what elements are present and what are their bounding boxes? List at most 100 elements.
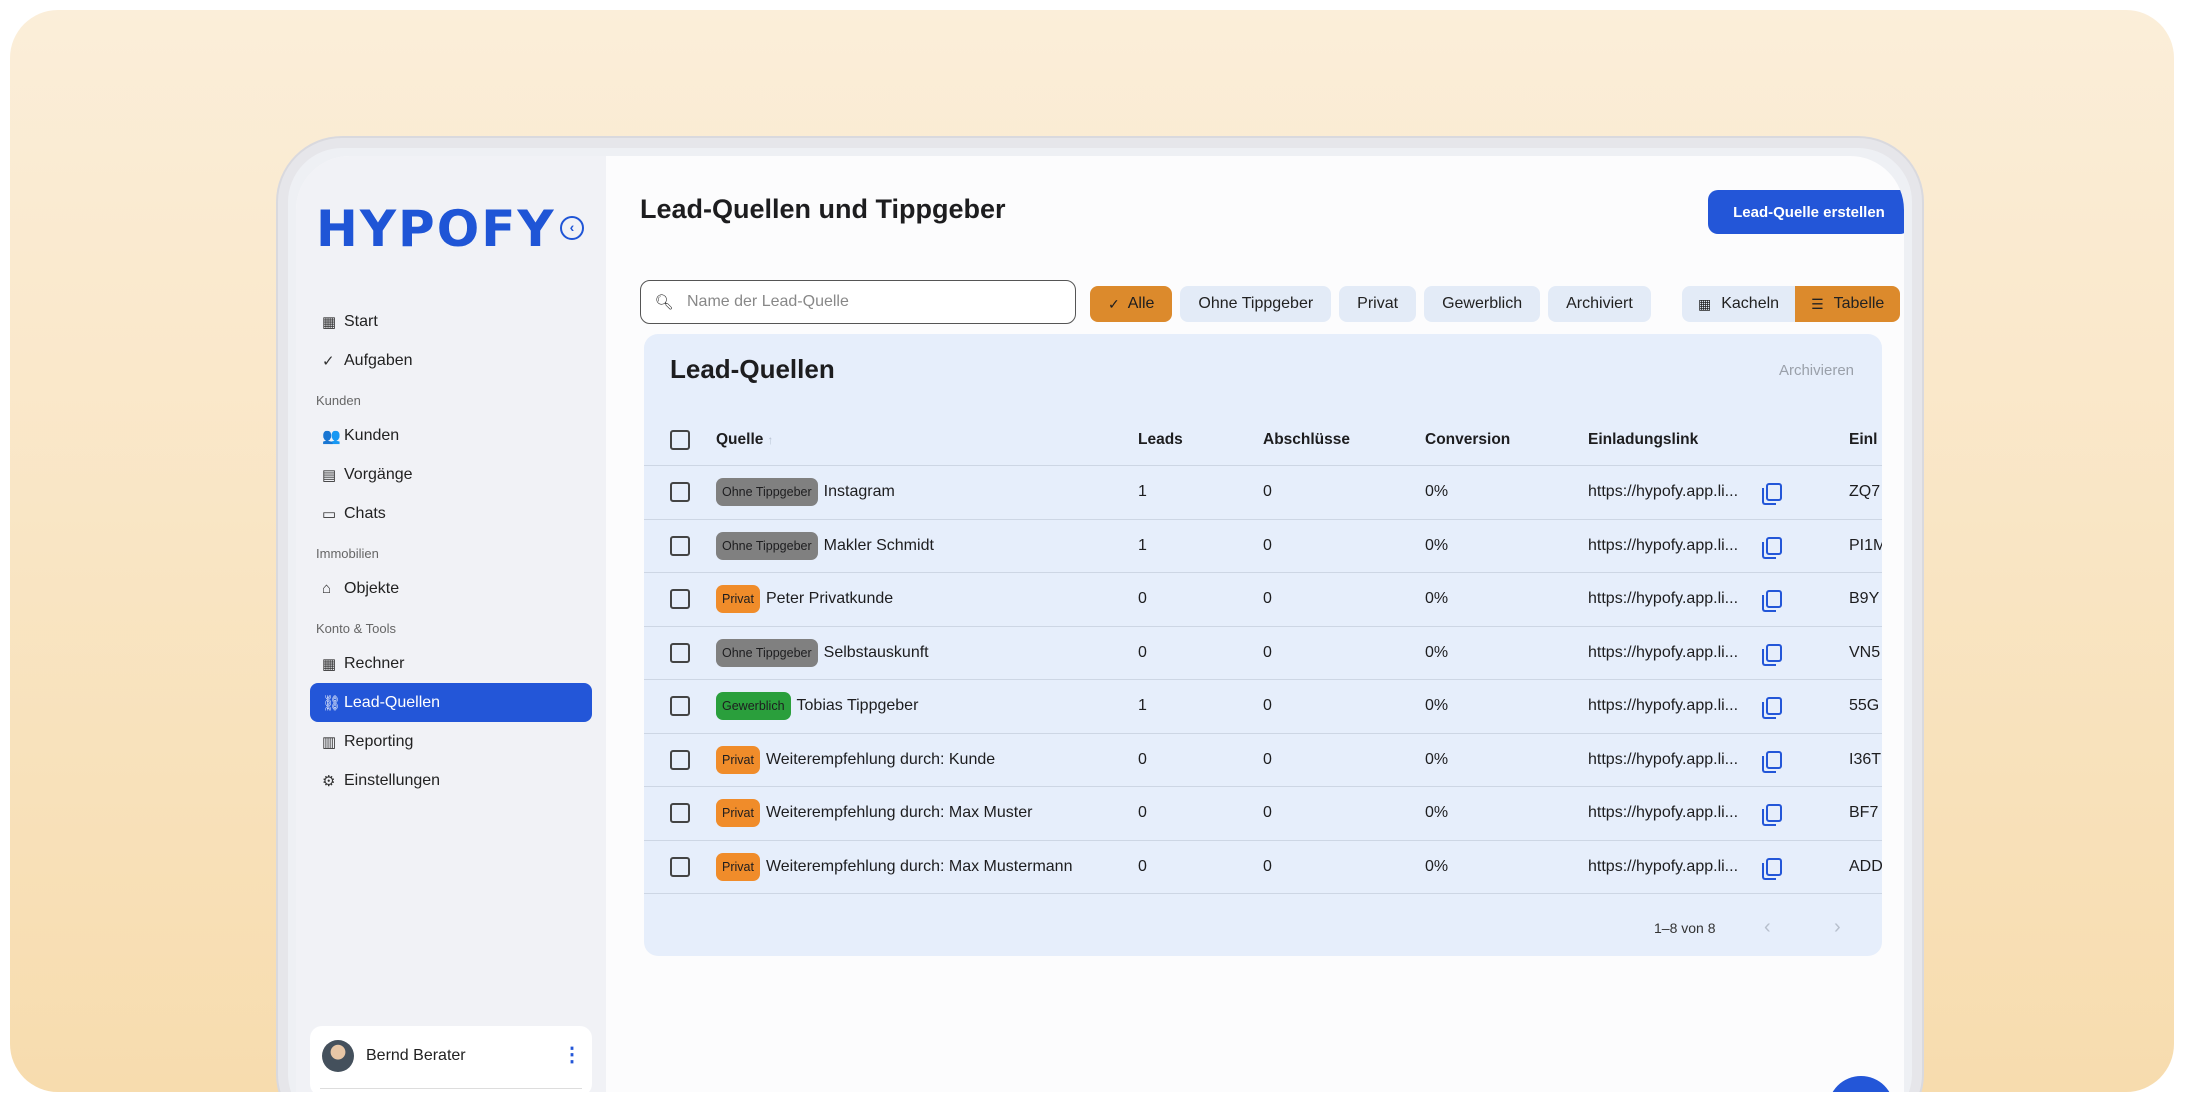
- invite-link: https://hypofy.app.li...: [1588, 697, 1739, 715]
- copy-icon[interactable]: [1762, 643, 1782, 666]
- source-cell: Ohne Tippgeber Makler Schmidt: [716, 520, 934, 573]
- source-cell: Ohne Tippgeber Selbstauskunft: [716, 627, 929, 680]
- table-row[interactable]: Gewerblich Tobias Tippgeber 1 0 0% https://hy…: [644, 680, 1882, 734]
- invite-code: VN5: [1849, 643, 1881, 661]
- sidebar-item-einstellungen[interactable]: ⚙ Einstellungen: [310, 761, 592, 800]
- table-row[interactable]: Privat Peter Privatkunde 0 0 0% https://hypof…: [644, 573, 1882, 627]
- search-icon: 🔍︎: [654, 294, 674, 311]
- invite-link: https://hypofy.app.li...: [1588, 536, 1739, 554]
- chevron-right-icon[interactable]: ›: [1834, 916, 1841, 938]
- sidebar-item-label: Einstellungen: [344, 771, 441, 789]
- grid-icon: ▦: [1698, 295, 1712, 312]
- create-lead-source-button[interactable]: Lead-Quelle erstellen: [1708, 190, 1904, 234]
- calculator-icon: ▦: [322, 655, 337, 673]
- column-header-quelle[interactable]: Quelle ↑: [716, 430, 774, 448]
- column-header-abschluesse[interactable]: Abschlüsse: [1263, 430, 1351, 448]
- check-icon: ✓: [1108, 295, 1120, 312]
- sidebar-item-objekte[interactable]: ⌂ Objekte: [310, 569, 592, 608]
- sidebar-item-chats[interactable]: ▭ Chats: [310, 494, 592, 533]
- filter-chip-privat[interactable]: Privat: [1339, 286, 1417, 322]
- select-all-checkbox[interactable]: [670, 429, 690, 450]
- copy-icon[interactable]: [1762, 536, 1782, 559]
- row-checkbox[interactable]: [670, 535, 690, 556]
- column-header-einladungscode[interactable]: Einl: [1849, 430, 1878, 448]
- column-header-conversion[interactable]: Conversion: [1425, 430, 1511, 448]
- archive-button[interactable]: Archivieren: [1778, 362, 1854, 379]
- filter-chip-alle[interactable]: ✓ Alle: [1090, 286, 1173, 322]
- sidebar: HYPOFY ‹ ▦ Start ✓ Aufgaben Kunden 👥 Kunden ▤ Vo…: [296, 156, 606, 1092]
- sort-arrow-icon: ↑: [767, 432, 774, 447]
- table-row[interactable]: Privat Weiterempfehlung durch: Max Muster…: [644, 841, 1882, 894]
- list-icon: ☰: [1811, 295, 1824, 312]
- hypofy-logo: HYPOFY: [316, 200, 556, 258]
- type-badge: Gewerblich: [716, 692, 791, 721]
- table-row[interactable]: Ohne Tippgeber Instagram 1 0 0% https://hypof…: [644, 466, 1882, 520]
- column-header-leads[interactable]: Leads: [1138, 430, 1183, 448]
- source-name: Instagram: [823, 483, 895, 501]
- source-cell: Privat Peter Privatkunde: [716, 573, 893, 626]
- copy-icon[interactable]: [1762, 697, 1782, 720]
- table-row[interactable]: Ohne Tippgeber Selbstauskunft 0 0 0% https://…: [644, 627, 1882, 680]
- row-checkbox[interactable]: [670, 482, 690, 503]
- column-header-einladungslink[interactable]: Einladungslink: [1588, 430, 1699, 448]
- row-checkbox[interactable]: [670, 749, 690, 770]
- row-checkbox[interactable]: [670, 642, 690, 663]
- sidebar-item-label: Aufgaben: [344, 351, 413, 369]
- home-icon: ⌂: [322, 580, 332, 597]
- table-row[interactable]: Privat Weiterempfehlung durch: Kunde 0 0 0% h…: [644, 734, 1882, 787]
- view-toggle-label: Tabelle: [1833, 295, 1885, 312]
- copy-icon[interactable]: [1762, 483, 1782, 506]
- row-checkbox[interactable]: [670, 589, 690, 610]
- leads-value: 1: [1138, 483, 1147, 501]
- sidebar-item-label: Chats: [344, 504, 386, 522]
- search-input[interactable]: [687, 293, 1057, 311]
- dashboard-icon: ▦: [322, 313, 337, 331]
- table-row[interactable]: Privat Weiterempfehlung durch: Max Muster…: [644, 787, 1882, 841]
- filter-chip-ohne-tippgeber[interactable]: Ohne Tippgeber: [1180, 286, 1332, 322]
- copy-icon[interactable]: [1762, 804, 1782, 827]
- source-cell: Gewerblich Tobias Tippgeber: [716, 680, 918, 733]
- chevron-left-icon[interactable]: ‹: [1764, 916, 1771, 938]
- abschluesse-value: 0: [1263, 536, 1272, 554]
- table-row[interactable]: Ohne Tippgeber Makler Schmidt 1 0 0% https://…: [644, 520, 1882, 573]
- type-badge: Ohne Tippgeber: [716, 638, 818, 667]
- invite-code: 55G: [1849, 697, 1880, 715]
- source-name: Weiterempfehlung durch: Max Muster: [765, 804, 1033, 822]
- row-checkbox[interactable]: [670, 803, 690, 824]
- app-window: HYPOFY ‹ ▦ Start ✓ Aufgaben Kunden 👥 Kunden ▤ Vo…: [296, 156, 1904, 1092]
- link-icon: ⛓: [322, 694, 342, 712]
- copy-icon[interactable]: [1762, 750, 1782, 773]
- view-toggle-kacheln[interactable]: ▦ Kacheln: [1682, 286, 1796, 322]
- sidebar-item-reporting[interactable]: ▥ Reporting: [310, 722, 592, 761]
- copy-icon[interactable]: [1762, 590, 1782, 613]
- user-card[interactable]: Bernd Berater ⋮: [310, 1026, 592, 1092]
- sidebar-item-start[interactable]: ▦ Start: [310, 302, 592, 341]
- card-title: Lead-Quellen: [670, 354, 835, 384]
- search-box: 🔍︎: [640, 280, 1076, 324]
- filter-chip-gewerblich[interactable]: Gewerblich: [1424, 286, 1541, 322]
- view-toggle-tabelle[interactable]: ☰ Tabelle: [1795, 286, 1901, 322]
- view-toggle-label: Kacheln: [1721, 295, 1780, 312]
- help-icon[interactable]: ?: [1828, 1076, 1894, 1092]
- sidebar-item-rechner[interactable]: ▦ Rechner: [310, 644, 592, 683]
- invite-code: ZQ7: [1849, 483, 1881, 501]
- type-badge: Privat: [716, 799, 760, 828]
- filter-chip-archiviert[interactable]: Archiviert: [1548, 286, 1651, 322]
- abschluesse-value: 0: [1263, 750, 1272, 768]
- sidebar-item-label: Rechner: [344, 654, 405, 672]
- collapse-sidebar-icon[interactable]: ‹: [560, 216, 584, 240]
- invite-link: https://hypofy.app.li...: [1588, 643, 1739, 661]
- row-checkbox[interactable]: [670, 856, 690, 877]
- sidebar-item-kunden[interactable]: 👥 Kunden: [310, 416, 592, 455]
- sidebar-item-label: Lead-Quellen: [344, 693, 441, 711]
- more-vertical-icon[interactable]: ⋮: [562, 1044, 582, 1066]
- source-name: Weiterempfehlung durch: Max Mustermann: [765, 857, 1073, 875]
- leads-value: 0: [1138, 857, 1147, 875]
- sidebar-item-vorgaenge[interactable]: ▤ Vorgänge: [310, 455, 592, 494]
- sidebar-item-lead-quellen[interactable]: ⛓ Lead-Quellen: [310, 683, 592, 722]
- sidebar-item-aufgaben[interactable]: ✓ Aufgaben: [310, 341, 592, 380]
- source-name: Tobias Tippgeber: [796, 697, 919, 715]
- copy-icon[interactable]: [1762, 857, 1782, 880]
- row-checkbox[interactable]: [670, 696, 690, 717]
- lead-sources-table: Quelle ↑ Leads Abschlüsse Conversion Einl…: [644, 414, 1882, 894]
